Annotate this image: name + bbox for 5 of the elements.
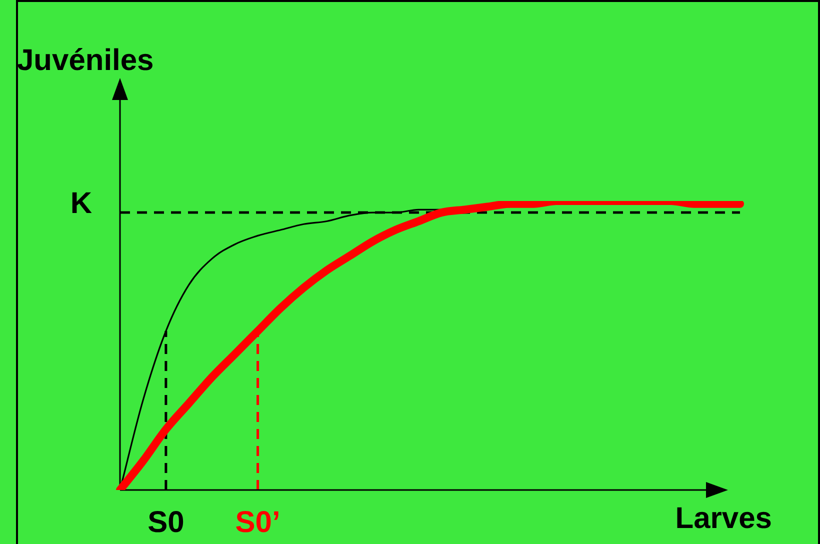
x-tick-label: S0 <box>148 506 184 539</box>
x-axis-title: Larves <box>675 502 772 535</box>
x-tick-label: S0’ <box>235 506 280 539</box>
y-axis-title: Juvéniles <box>17 44 154 77</box>
ref-line-label: K <box>70 186 92 220</box>
